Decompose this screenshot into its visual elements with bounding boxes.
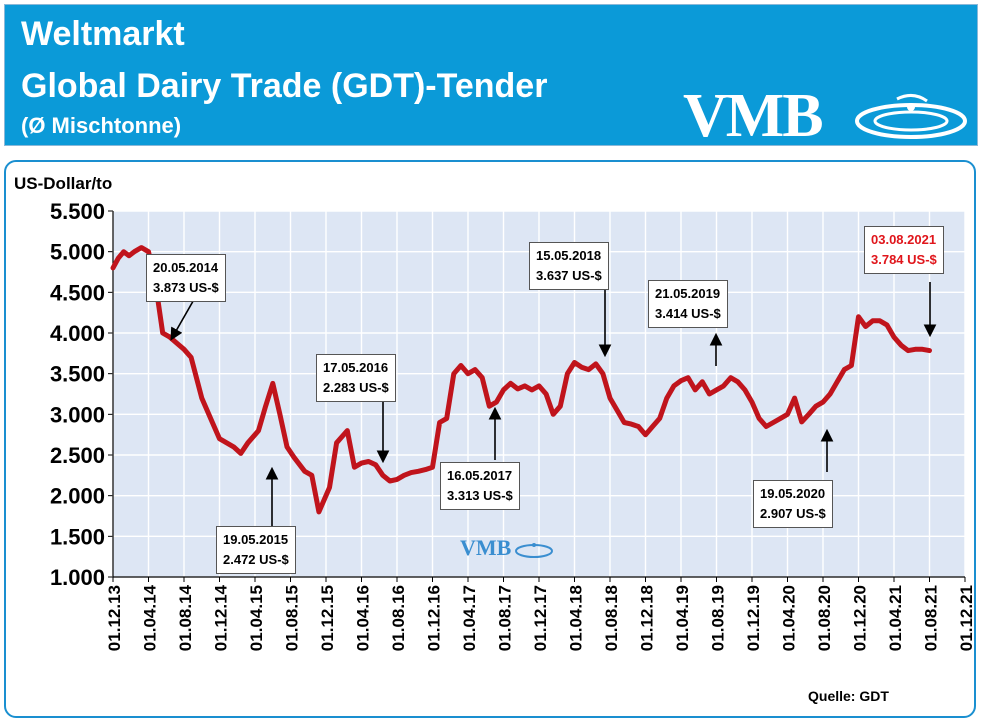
vmb-logo: VMB — [683, 85, 973, 147]
callout-2021: 03.08.2021 3.784 US-$ — [864, 226, 944, 274]
y-tick-label: 1.500 — [50, 524, 105, 549]
logo-text: VMB — [683, 82, 824, 150]
x-tick-label: 01.08.15 — [283, 585, 302, 651]
x-tick-label: 01.12.13 — [105, 585, 124, 651]
y-tick-label: 4.500 — [50, 280, 105, 305]
x-tick-label: 01.08.21 — [922, 585, 941, 651]
callout-2018: 15.05.2018 3.637 US-$ — [529, 242, 609, 290]
callout-date: 21.05.2019 — [655, 286, 721, 301]
callout-arrow — [170, 295, 197, 341]
x-tick-label: 01.08.19 — [709, 585, 728, 651]
x-tick-label: 01.08.14 — [176, 584, 195, 651]
x-tick-label: 01.04.16 — [354, 585, 373, 651]
price-series-line — [110, 245, 932, 515]
y-tick-label: 1.000 — [50, 565, 105, 590]
callout-date: 15.05.2018 — [536, 248, 602, 263]
callout-value: 3.414 US-$ — [655, 306, 721, 321]
callout-date: 17.05.2016 — [323, 360, 389, 375]
callout-date: 20.05.2014 — [153, 260, 219, 275]
x-tick-label: 01.04.18 — [567, 585, 586, 651]
x-tick-label: 01.04.21 — [886, 585, 905, 651]
callout-2019: 21.05.2019 3.414 US-$ — [648, 280, 728, 328]
x-tick-label: 01.12.20 — [851, 585, 870, 651]
callout-value: 3.313 US-$ — [447, 488, 513, 503]
callout-2016: 17.05.2016 2.283 US-$ — [316, 354, 396, 402]
x-tick-label: 01.04.20 — [780, 585, 799, 651]
callout-value: 2.283 US-$ — [323, 380, 389, 395]
callout-value: 2.472 US-$ — [223, 552, 289, 567]
y-tick-label: 2.000 — [50, 484, 105, 509]
callout-date: 03.08.2021 — [871, 232, 937, 247]
x-tick-label: 01.12.17 — [531, 585, 550, 651]
x-tick-label: 01.04.15 — [247, 585, 266, 651]
callout-value: 2.907 US-$ — [760, 506, 826, 521]
y-tick-label: 2.500 — [50, 443, 105, 468]
callout-date: 19.05.2020 — [760, 486, 826, 501]
title-line3: (Ø Mischtonne) — [21, 113, 182, 138]
x-tick-label: 01.04.19 — [673, 585, 692, 651]
callout-2015: 19.05.2015 2.472 US-$ — [216, 526, 296, 574]
y-tick-label: 4.000 — [50, 321, 105, 346]
watermark-logo: VMB — [460, 535, 560, 575]
header-banner: Weltmarkt Global Dairy Trade (GDT)-Tende… — [4, 4, 978, 147]
callout-2017: 16.05.2017 3.313 US-$ — [440, 462, 520, 510]
callout-value: 3.784 US-$ — [871, 252, 937, 267]
x-tick-label: 01.12.14 — [212, 584, 231, 651]
x-tick-label: 01.08.20 — [815, 585, 834, 651]
x-tick-label: 01.04.17 — [460, 585, 479, 651]
callout-value: 3.873 US-$ — [153, 280, 219, 295]
y-tick-label: 5.500 — [50, 199, 105, 224]
callout-2020: 19.05.2020 2.907 US-$ — [753, 480, 833, 528]
y-axis-title: US-Dollar/to — [14, 174, 113, 193]
logo-swoosh-icon — [855, 94, 967, 139]
x-tick-label: 01.04.14 — [141, 584, 160, 651]
callout-2014: 20.05.2014 3.873 US-$ — [146, 254, 226, 302]
y-tick-label: 3.000 — [50, 402, 105, 427]
y-tick-label: 3.500 — [50, 362, 105, 387]
title-line1: Weltmarkt — [21, 15, 185, 53]
x-tick-label: 01.12.16 — [425, 585, 444, 651]
y-tick-label: 5.000 — [50, 240, 105, 265]
x-tick-label: 01.08.18 — [602, 585, 621, 651]
x-tick-label: 01.12.21 — [957, 585, 976, 651]
x-tick-label: 01.08.17 — [496, 585, 515, 651]
callout-date: 19.05.2015 — [223, 532, 289, 547]
title-line2: Global Dairy Trade (GDT)-Tender — [21, 67, 548, 105]
callout-value: 3.637 US-$ — [536, 268, 602, 283]
callout-date: 16.05.2017 — [447, 468, 513, 483]
source-note: Quelle: GDT — [808, 688, 889, 704]
x-tick-label: 01.12.19 — [744, 585, 763, 651]
x-tick-label: 01.12.15 — [318, 585, 337, 651]
watermark-swoosh-icon — [515, 543, 553, 558]
watermark-text: VMB — [460, 535, 512, 560]
x-tick-label: 01.12.18 — [638, 585, 657, 651]
x-tick-label: 01.08.16 — [389, 585, 408, 651]
